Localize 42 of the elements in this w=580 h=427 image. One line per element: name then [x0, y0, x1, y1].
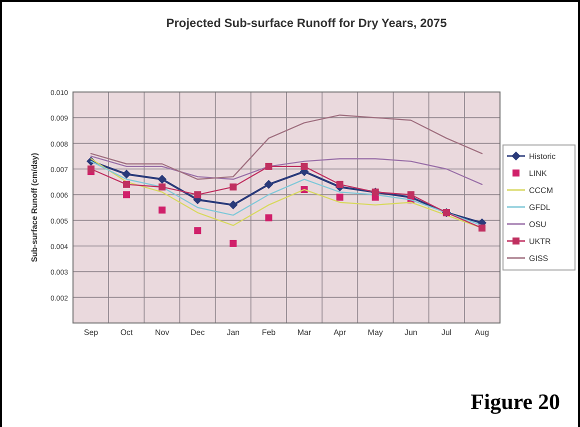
point [158, 174, 167, 184]
point [88, 166, 94, 172]
x-tick-label: Nov [154, 328, 170, 337]
point [194, 191, 202, 198]
point [122, 170, 132, 179]
caption: Figure 20 [470, 389, 560, 414]
point [336, 180, 344, 188]
point [265, 214, 272, 222]
x-tick-label: Jul [441, 328, 452, 337]
point [264, 180, 274, 189]
point [336, 194, 344, 201]
legend-label: CCCM [529, 186, 554, 195]
point [228, 200, 238, 210]
x-tick-label: Jan [226, 328, 240, 337]
line-series [90, 114, 483, 180]
point [407, 191, 414, 198]
x-tick-label: Oct [120, 328, 134, 337]
x-tick-label: Sep [84, 328, 99, 337]
x-tick-label: Apr [334, 328, 346, 337]
point [230, 183, 237, 190]
point [123, 180, 130, 188]
point [158, 206, 166, 214]
x-tick-label: Mar [297, 328, 312, 337]
legend-label: UKTR [529, 237, 551, 246]
legend-label: GISS [529, 254, 548, 263]
x-tick-label: Feb [262, 328, 276, 337]
x-tick-label: Jun [404, 328, 418, 337]
x-tick-label: Aug [474, 328, 490, 337]
legend-label: LINK [529, 169, 548, 178]
y-axis-title: Sub-surface Runoff (cm/day) [30, 152, 39, 262]
chart-title: Projected Sub-surface Runoff for Dry Years, 2075 [166, 16, 448, 30]
point [300, 162, 308, 170]
point [265, 162, 272, 170]
legend-label: GFDL [529, 203, 551, 212]
legend-label: OSU [529, 220, 547, 229]
legend-label: Historic [529, 152, 556, 161]
point [230, 240, 237, 247]
x-tick-label: May [368, 328, 383, 337]
point [123, 191, 130, 198]
point [158, 183, 166, 190]
point [194, 227, 202, 234]
x-tick-label: Dec [190, 328, 205, 337]
